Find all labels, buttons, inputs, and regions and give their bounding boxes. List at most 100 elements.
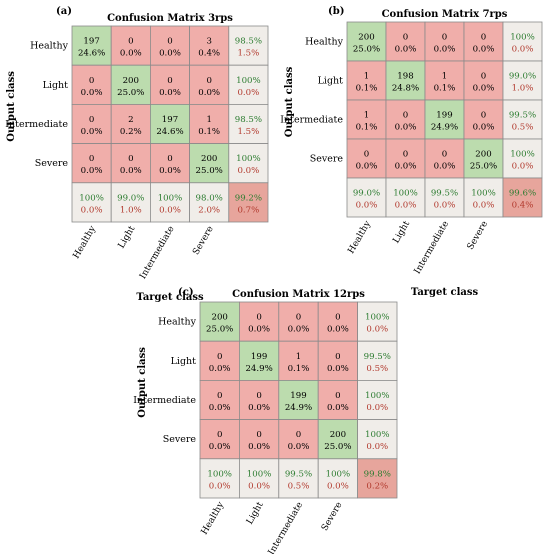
cell-percent: 0.0% (209, 403, 231, 413)
cell-percent: 0.0% (366, 325, 388, 335)
column-summary-cell (278, 458, 319, 499)
cell-count: 200 (330, 430, 346, 440)
cell-percent: 0.0% (327, 403, 349, 413)
cell-percent: 1.5% (237, 127, 259, 137)
cell-count: 0 (217, 391, 222, 401)
row-summary-cell (502, 21, 543, 62)
off-diagonal-cell (199, 340, 240, 381)
cell-count: 100% (510, 33, 535, 43)
cell-count: 99.5% (509, 111, 536, 121)
off-diagonal-cell (110, 25, 151, 66)
cell-percent: 0.0% (512, 162, 534, 172)
off-diagonal-cell (71, 143, 112, 184)
cell-percent: 25.0% (324, 442, 351, 452)
cell-count: 1 (296, 352, 301, 362)
output-class-label: Light (318, 76, 344, 87)
target-class-label: Intermediate (413, 220, 451, 276)
target-class-label: Healthy (346, 219, 373, 256)
target-class-label: Severe (191, 225, 215, 257)
output-class-label: Intermediate (5, 119, 68, 130)
cell-count: 0 (89, 115, 94, 125)
cell-percent: 0.0% (366, 403, 388, 413)
off-diagonal-cell (238, 419, 280, 460)
cell-percent: 0.5% (288, 481, 310, 491)
cell-percent: 0.5% (366, 364, 388, 374)
cell-percent: 0.0% (248, 442, 270, 452)
row-summary-cell (357, 340, 398, 381)
cell-percent: 0.7% (237, 205, 259, 215)
cell-count: 100% (365, 313, 390, 323)
cell-percent: 0.0% (159, 205, 181, 215)
y-axis-label: Output class (284, 66, 295, 137)
off-diagonal-cell (463, 60, 504, 101)
output-class-label: Light (171, 356, 197, 367)
column-summary-cell (346, 177, 387, 218)
cell-count: 200 (123, 76, 139, 86)
cell-count: 99.8% (364, 469, 391, 479)
cell-count: 0 (256, 430, 261, 440)
cell-percent: 0.1% (198, 127, 220, 137)
cell-percent: 0.0% (434, 45, 456, 55)
confusion-matrix-panel-2: (b) Confusion Matrix 7rps 200 25.0% 0 0.0% 0 0.… (280, 6, 543, 298)
cell-percent: 0.0% (288, 442, 310, 452)
cell-percent: 0.0% (473, 123, 495, 133)
column-summary-cell (149, 182, 190, 223)
cell-count: 199 (290, 391, 306, 401)
cell-percent: 25.0% (196, 166, 223, 176)
cell-percent: 0.0% (248, 481, 270, 491)
cell-count: 100% (510, 150, 535, 160)
cell-count: 0 (442, 33, 447, 43)
output-class-label: Healthy (305, 37, 344, 48)
output-class-label: Severe (310, 154, 344, 165)
off-diagonal-cell (149, 25, 190, 66)
cell-count: 99.5% (285, 469, 312, 479)
cell-percent: 0.0% (327, 481, 349, 491)
column-summary-cell (385, 177, 426, 218)
cell-count: 0 (89, 154, 94, 164)
cell-count: 100% (236, 76, 261, 86)
cell-count: 0 (89, 76, 94, 86)
panel-label: (b) (328, 6, 344, 17)
cell-count: 0 (217, 430, 222, 440)
cell-count: 100% (207, 469, 232, 479)
column-summary-cell (317, 458, 359, 499)
cell-count: 100% (471, 189, 496, 199)
cell-count: 0 (403, 33, 408, 43)
cell-count: 1 (206, 115, 211, 125)
output-class-label: Severe (35, 158, 69, 169)
cell-count: 0 (335, 352, 340, 362)
cell-percent: 0.0% (327, 325, 349, 335)
cell-count: 0 (167, 37, 172, 47)
cell-percent: 0.0% (237, 166, 259, 176)
cell-percent: 0.0% (209, 481, 231, 491)
cell-percent: 0.2% (120, 127, 142, 137)
cell-count: 197 (162, 115, 178, 125)
output-class-label: Healthy (158, 317, 197, 328)
cell-percent: 24.9% (431, 123, 458, 133)
cell-percent: 0.0% (120, 49, 142, 59)
cell-count: 98.5% (235, 115, 262, 125)
cell-count: 100% (365, 391, 390, 401)
cell-count: 100% (393, 189, 418, 199)
cell-count: 1 (364, 111, 369, 121)
cell-percent: 24.6% (78, 49, 105, 59)
target-class-label: Healthy (200, 500, 227, 537)
cell-percent: 0.0% (248, 403, 270, 413)
target-class-label: Intermediate (267, 501, 305, 554)
cell-percent: 0.0% (209, 364, 231, 374)
cell-count: 200 (201, 154, 217, 164)
target-class-label: Healthy (72, 224, 99, 261)
cell-percent: 0.0% (356, 162, 378, 172)
x-axis-label: Target class (136, 292, 204, 303)
cell-count: 0 (481, 72, 486, 82)
cell-percent: 2.0% (198, 205, 220, 215)
row-summary-cell (357, 379, 398, 420)
cell-percent: 25.0% (117, 88, 144, 98)
cell-count: 197 (83, 37, 99, 47)
diagonal-cell (199, 301, 240, 342)
off-diagonal-cell (424, 21, 465, 62)
cell-count: 99.0% (117, 193, 144, 203)
off-diagonal-cell (199, 379, 240, 420)
confusion-matrix-panel-3: (c) Confusion Matrix 12rps 200 25.0% 0 0.0% 0 0… (133, 287, 398, 554)
cell-percent: 0.0% (209, 442, 231, 452)
